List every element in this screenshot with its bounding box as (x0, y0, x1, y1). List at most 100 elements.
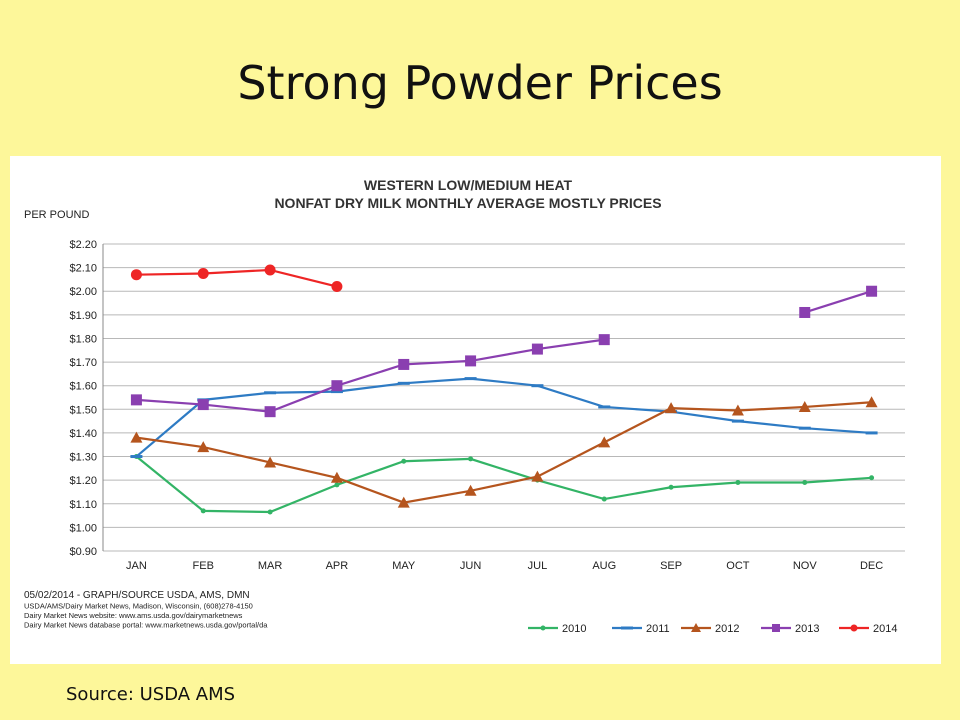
series-2014 (130, 264, 343, 293)
data-point-2012 (598, 436, 611, 448)
series-line-2013 (136, 338, 605, 413)
legend-label: 2014 (873, 623, 897, 635)
footnote-line: Dairy Market News database portal: www.m… (24, 621, 268, 630)
legend-item-2013: 2013 (761, 623, 819, 635)
series-line-2011 (135, 377, 872, 458)
data-point-2014 (130, 269, 142, 281)
series-line-2010 (135, 455, 872, 514)
y-tick-label: $2.00 (69, 286, 97, 298)
x-tick-label: JUL (528, 560, 548, 572)
footnote-line: 05/02/2014 - GRAPH/SOURCE USDA, AMS, DMN (24, 590, 250, 601)
series-line-2012 (136, 401, 872, 504)
y-tick-label: $1.90 (69, 310, 97, 322)
data-point-2010 (468, 456, 474, 462)
slide-title: Strong Powder Prices (237, 56, 723, 110)
x-tick-label: FEB (193, 560, 214, 572)
source-note: Source: USDA AMS (66, 684, 236, 705)
legend-marker (621, 626, 633, 630)
x-tick-label: OCT (726, 560, 750, 572)
chart-subtitle: NONFAT DRY MILK MONTHLY AVERAGE MOSTLY P… (274, 195, 661, 211)
legend-label: 2013 (795, 623, 819, 635)
data-point-2012 (197, 441, 210, 453)
data-point-2010 (334, 482, 340, 488)
data-point-2013 (130, 394, 142, 406)
legend-marker (691, 623, 701, 632)
nfdm-price-chart: WESTERN LOW/MEDIUM HEAT NONFAT DRY MILK … (24, 177, 905, 635)
series-line-2013 (804, 290, 872, 314)
data-point-2011 (731, 419, 744, 423)
data-point-2012 (865, 396, 878, 408)
data-point-2012 (130, 431, 143, 443)
x-tick-label: DEC (860, 560, 883, 572)
data-point-2013 (264, 406, 276, 418)
data-point-2011 (397, 381, 410, 385)
data-point-2012 (264, 456, 277, 468)
data-point-2010 (267, 509, 273, 515)
data-point-2012 (464, 484, 477, 496)
data-point-2013 (197, 399, 209, 411)
y-tick-label: $1.20 (69, 475, 97, 487)
data-point-2013 (866, 285, 878, 297)
series-2012 (130, 396, 878, 508)
y-tick-label: $1.10 (69, 499, 97, 511)
data-point-2012 (531, 470, 544, 482)
data-point-2013 (465, 355, 477, 367)
x-tick-label: JUN (460, 560, 481, 572)
y-tick-label: $1.70 (69, 357, 97, 369)
data-point-2013 (598, 334, 610, 346)
footnote-line: Dairy Market News website: www.ams.usda.… (24, 611, 243, 620)
data-point-2010 (401, 458, 407, 464)
legend-label: 2012 (715, 623, 739, 635)
footnote-line: USDA/AMS/Dairy Market News, Madison, Wis… (24, 602, 253, 611)
data-point-2011 (865, 431, 878, 435)
data-point-2011 (130, 455, 143, 459)
chart-title: WESTERN LOW/MEDIUM HEAT (364, 177, 573, 193)
x-tick-label: SEP (660, 560, 682, 572)
data-point-2012 (731, 404, 744, 416)
data-point-2012 (798, 400, 811, 412)
y-tick-label: $0.90 (69, 546, 97, 558)
data-point-2014 (264, 264, 276, 276)
data-point-2013 (531, 343, 543, 355)
y-tick-label: $1.80 (69, 333, 97, 345)
data-point-2010 (200, 508, 206, 514)
data-point-2011 (464, 377, 477, 381)
legend-item-2011: 2011 (612, 623, 670, 635)
data-point-2011 (531, 384, 544, 388)
legend-marker (540, 625, 546, 631)
data-point-2012 (330, 471, 343, 483)
y-tick-label: $2.20 (69, 239, 97, 251)
legend-marker (850, 624, 858, 632)
y-tick-label: $1.40 (69, 428, 97, 440)
series-line-2014 (136, 268, 338, 288)
legend-label: 2011 (646, 623, 670, 635)
data-point-2010 (735, 480, 741, 486)
y-axis-label: PER POUND (24, 209, 89, 221)
y-tick-label: $2.10 (69, 263, 97, 275)
data-point-2012 (397, 496, 410, 508)
legend-label: 2010 (562, 623, 586, 635)
x-tick-label: AUG (592, 560, 616, 572)
x-tick-label: MAR (258, 560, 283, 572)
x-tick-label: APR (326, 560, 349, 572)
x-tick-label: MAY (392, 560, 416, 572)
data-point-2011 (798, 426, 811, 430)
data-point-2013 (799, 306, 811, 318)
legend-marker (772, 624, 780, 632)
data-point-2011 (264, 391, 277, 395)
x-tick-label: NOV (793, 560, 818, 572)
legend-item-2010: 2010 (528, 623, 586, 635)
y-tick-label: $1.30 (69, 452, 97, 464)
data-point-2010 (601, 496, 607, 502)
data-point-2013 (398, 358, 410, 370)
data-point-2011 (598, 405, 611, 409)
data-point-2014 (197, 268, 209, 280)
y-tick-label: $1.50 (69, 404, 97, 416)
series-2013 (130, 285, 878, 418)
legend-item-2012: 2012 (681, 623, 739, 635)
legend-item-2014: 2014 (839, 623, 897, 635)
data-point-2013 (331, 380, 343, 392)
data-point-2010 (802, 480, 808, 486)
chart-panel: WESTERN LOW/MEDIUM HEAT NONFAT DRY MILK … (10, 156, 941, 664)
y-tick-label: $1.60 (69, 381, 97, 393)
